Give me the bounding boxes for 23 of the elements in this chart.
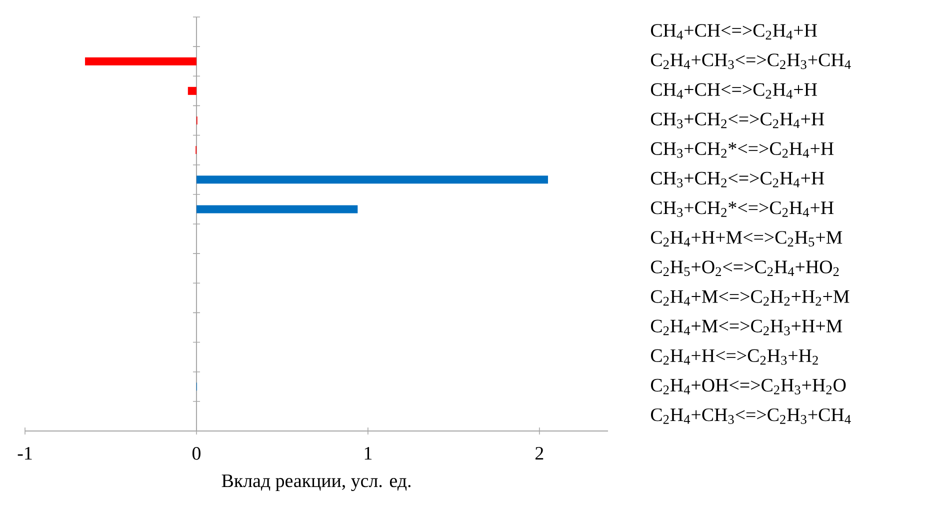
category-label: C$_{2}$H$_{4}$+H<=>C$_{2}$H$_{3}$+H$_{2}$	[650, 349, 818, 365]
category-label: C$_{2}$H$_{4}$+CH$_{3}$<=>C$_{2}$H$_{3}$+CH$_{4}$	[650, 54, 851, 70]
bar	[85, 57, 196, 66]
bar	[196, 176, 548, 184]
category-label: C$_{2}$H$_{4}$+OH<=>C$_{2}$H$_{3}$+H$_{2}$O	[650, 378, 846, 394]
category-label: CH$_{3}$+CH$_{2}$*<=>C$_{2}$H$_{4}$+H	[650, 201, 834, 217]
category-label: C$_{2}$H$_{4}$+H+M<=>C$_{2}$H$_{5}$+M	[650, 231, 842, 246]
category-label: C$_{2}$H$_{4}$+M<=>C$_{2}$H$_{2}$+H$_{2}$+M	[650, 290, 850, 306]
category-label: CH$_{3}$+CH$_{2}$*<=>C$_{2}$H$_{4}$+H	[650, 142, 834, 158]
y-tick-label: CH$_{4}$+CH<=>C$_{2}$H$_{4}$+H	[650, 24, 817, 40]
category-label: CH$_{3}$+CH$_{2}$<=>C$_{2}$H$_{4}$+H	[650, 172, 824, 188]
x-tick-label: 0	[192, 447, 200, 460]
category-label: C$_{2}$H$_{4}$+M<=>C$_{2}$H$_{3}$+H+M	[650, 320, 842, 336]
x-tick-label: 1	[364, 447, 372, 460]
category-label: C$_{2}$H$_{4}$+CH$_{3}$<=>C$_{2}$H$_{3}$+CH$_{4}$	[650, 408, 851, 424]
x-axis-title: Вклад реакции, усл. ед.	[222, 474, 411, 492]
bar	[188, 86, 196, 95]
y-tick-label: CH$_{4}$+CH<=>C$_{2}$H$_{4}$+H	[650, 83, 817, 99]
category-label: CH$_{3}$+CH$_{2}$<=>C$_{2}$H$_{4}$+H	[650, 112, 824, 128]
category-label: C$_{2}$H$_{5}$+O$_{2}$<=>C$_{2}$H$_{4}$+HO$_{2}$	[650, 260, 839, 276]
x-tick-label: 2	[536, 446, 544, 460]
x-tick-label: -1	[18, 447, 32, 460]
bar	[196, 205, 358, 214]
